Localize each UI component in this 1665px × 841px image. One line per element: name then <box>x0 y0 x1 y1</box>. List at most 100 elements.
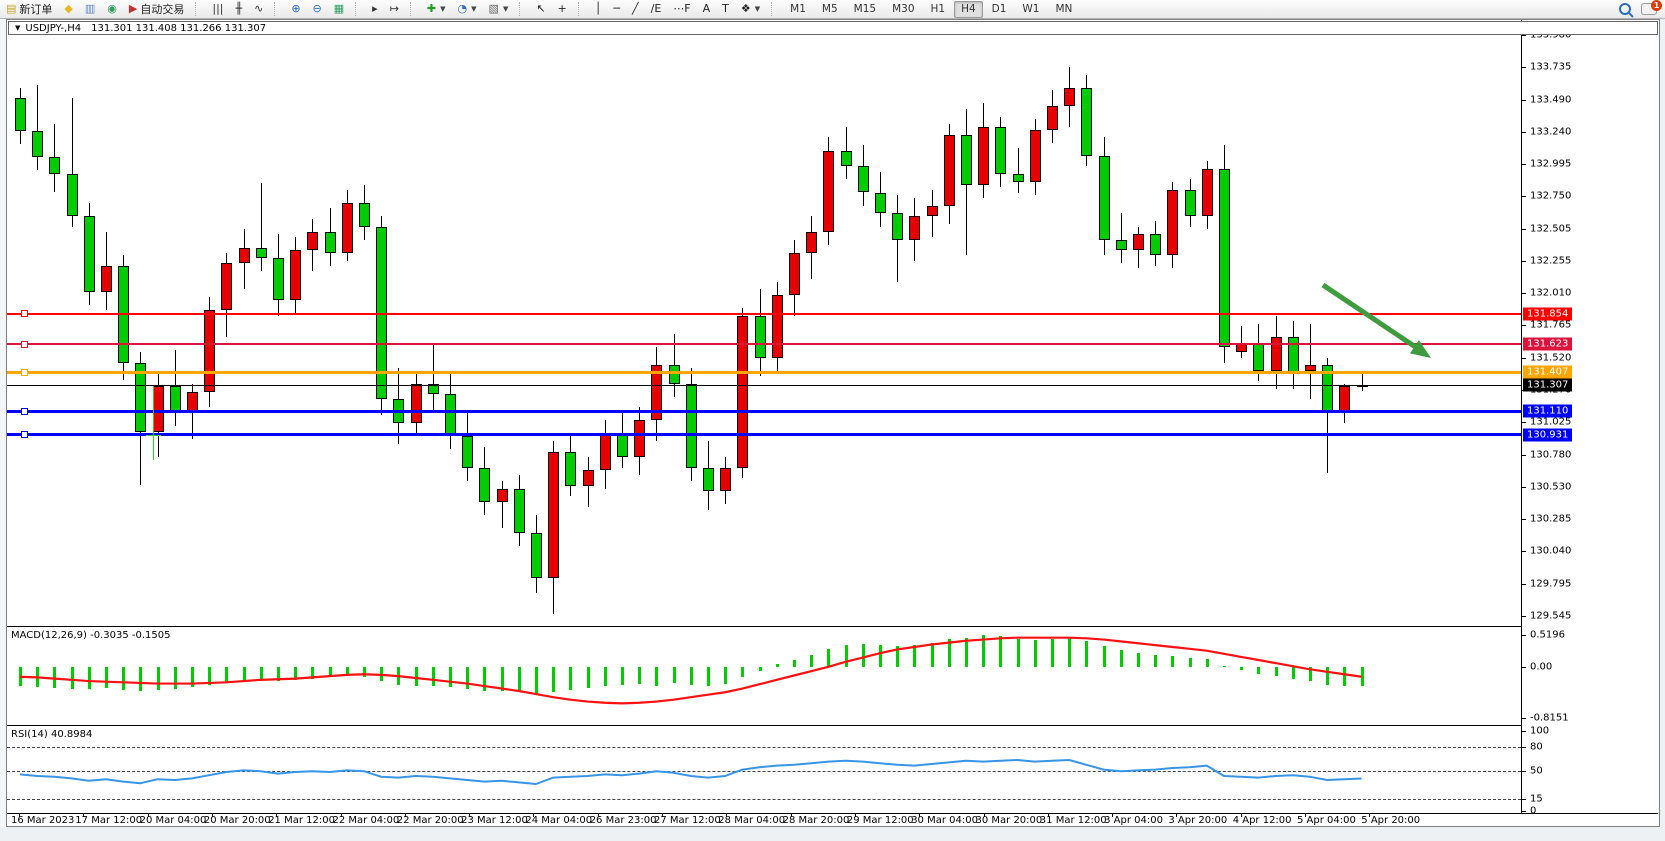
vertical-line-button[interactable]: │ <box>589 0 608 18</box>
time-axis[interactable]: 16 Mar 2023 17 Mar 12:00 20 Mar 04:00 20 Ma… <box>7 813 1658 826</box>
tile-windows-button[interactable]: ▦ <box>328 0 350 18</box>
macd-histogram-bar <box>1188 657 1192 668</box>
toolbar-group-pointer: ↖ + <box>530 0 572 18</box>
price-tick-label: 130.780 <box>1530 449 1572 460</box>
text-button[interactable]: A <box>697 0 717 18</box>
timeframe-h4[interactable]: H4 <box>954 0 983 18</box>
price-axis[interactable]: 133.980 133.735 133.490 133.240 132.995 132.7… <box>1521 20 1659 817</box>
candle <box>1012 174 1024 183</box>
candlestick-chart-button[interactable]: ╫ <box>229 0 248 18</box>
macd-pane[interactable]: MACD(12,26,9) -0.3035 -0.1505 <box>7 629 1521 725</box>
hline-131.11[interactable] <box>7 409 1521 413</box>
price-tick <box>1522 422 1526 424</box>
macd-histogram-bar <box>810 655 814 668</box>
candle <box>1201 168 1213 217</box>
templates-button[interactable]: ▧ ▼ <box>483 0 515 18</box>
macd-histogram-bar <box>913 645 917 668</box>
arrows-shapes-button[interactable]: ❖ ▼ <box>735 0 766 18</box>
rsi-axis-tick <box>1522 771 1526 773</box>
candle <box>307 231 319 251</box>
auto-scroll-button[interactable]: ▸ <box>366 0 384 18</box>
signals-button[interactable]: ◉ <box>101 0 123 18</box>
hline-handle[interactable] <box>21 431 28 439</box>
horizontal-line-button[interactable]: ─ <box>607 0 626 18</box>
hline-131.623[interactable] <box>7 343 1521 346</box>
price-tick <box>1522 357 1526 359</box>
zoom-in-button[interactable]: ⊕ <box>285 0 306 18</box>
candle <box>101 265 112 293</box>
cursor-button[interactable]: ↖ <box>530 0 551 18</box>
bar-chart-button[interactable]: ||| <box>206 0 229 18</box>
macd-histogram-bar <box>1016 638 1020 668</box>
crosshair-button[interactable]: + <box>552 0 573 18</box>
macd-histogram-bar <box>242 667 246 682</box>
line-chart-button[interactable]: ∿ <box>248 0 269 18</box>
rsi-level-80 <box>7 747 1521 749</box>
timeframe-w1[interactable]: W1 <box>1022 2 1040 15</box>
price-tick-label: 133.980 <box>1530 29 1572 41</box>
search-icon[interactable] <box>1619 3 1631 15</box>
rsi-pane[interactable]: RSI(14) 40.8984 <box>7 728 1521 813</box>
market-watch-button[interactable]: ▥ <box>79 0 101 18</box>
time-label: 23 Mar 12:00 <box>461 815 528 826</box>
hline-130.931[interactable] <box>7 433 1521 437</box>
macd-histogram-bar <box>311 667 315 679</box>
text-label-button[interactable]: T <box>716 0 735 18</box>
hline-handle[interactable] <box>21 407 28 415</box>
macd-histogram-bar <box>1051 638 1054 668</box>
equidistant-channel-button[interactable]: ∕E <box>645 0 668 18</box>
macd-histogram-bar <box>87 667 91 690</box>
rsi-axis-tick <box>1522 811 1526 813</box>
macd-histogram-bar <box>431 667 435 687</box>
candle <box>565 451 577 486</box>
timeframe-m5[interactable]: M5 <box>821 2 838 15</box>
timeframe-m30[interactable]: M30 <box>892 2 915 15</box>
timeframe-mn[interactable]: MN <box>1055 2 1073 15</box>
fibonacci-button[interactable]: ⋯F <box>667 0 696 18</box>
chart-shift-button[interactable]: ↦ <box>384 0 405 18</box>
macd-histogram-bar <box>500 667 504 691</box>
price-tick-label: 131.025 <box>1530 416 1572 428</box>
chart-header[interactable]: ▼ USDJPY-,H4 131.301 131.408 131.266 131… <box>8 21 1658 35</box>
chart-plot[interactable] <box>7 34 1521 626</box>
timeframe-m15[interactable]: M15 <box>853 2 877 15</box>
candle <box>83 216 95 293</box>
hline-131.307[interactable] <box>7 384 1521 386</box>
hline-handle[interactable] <box>21 310 28 318</box>
toolbar-separator <box>274 2 281 16</box>
price-tick <box>1522 99 1526 101</box>
timeframe-h1[interactable]: H1 <box>930 2 946 15</box>
timeframe-d1[interactable]: D1 <box>991 2 1007 15</box>
periods-button[interactable]: ◔ ▼ <box>452 0 483 18</box>
signal-icon: ◉ <box>107 2 117 15</box>
time-label: 5 Apr 04:00 <box>1297 815 1356 826</box>
hline-131.854[interactable] <box>7 312 1521 315</box>
autotrading-button[interactable]: ▶ 自动交易 <box>123 0 190 18</box>
notifications-icon[interactable]: 1 <box>1641 0 1662 15</box>
price-badge-131.854: 131.854 <box>1523 307 1573 321</box>
macd-histogram-bar <box>655 667 659 687</box>
toolbar-separator <box>355 2 362 16</box>
hline-handle[interactable] <box>21 340 28 348</box>
gold-ingot-button[interactable]: ◆ <box>58 0 78 18</box>
trendline-button[interactable]: ╱ <box>626 0 645 18</box>
candle-wick <box>37 85 39 171</box>
chevron-down-icon[interactable]: ▼ <box>15 24 21 32</box>
price-tick-label: 131.765 <box>1530 319 1572 331</box>
candle <box>341 202 353 253</box>
timeframe-m1[interactable]: M1 <box>790 2 806 15</box>
new-order-button[interactable]: ▤ 新订单 <box>0 0 58 18</box>
zoom-out-button[interactable]: ⊖ <box>307 0 328 18</box>
rsi-level-15 <box>7 799 1521 801</box>
hline-131.407[interactable] <box>7 370 1521 374</box>
hline-handle[interactable] <box>21 368 28 376</box>
candle <box>1064 87 1076 107</box>
chevron-down-icon: ▼ <box>440 5 446 13</box>
candle <box>771 294 783 358</box>
candle-wick <box>1241 326 1243 358</box>
toolbar-group-chart-types: ||| ╫ ∿ <box>206 0 269 18</box>
indicators-button[interactable]: ✚ ▼ <box>421 0 452 18</box>
time-tick <box>533 813 535 817</box>
trend-arrow[interactable] <box>7 34 1521 626</box>
macd-histogram-bar <box>70 667 74 689</box>
